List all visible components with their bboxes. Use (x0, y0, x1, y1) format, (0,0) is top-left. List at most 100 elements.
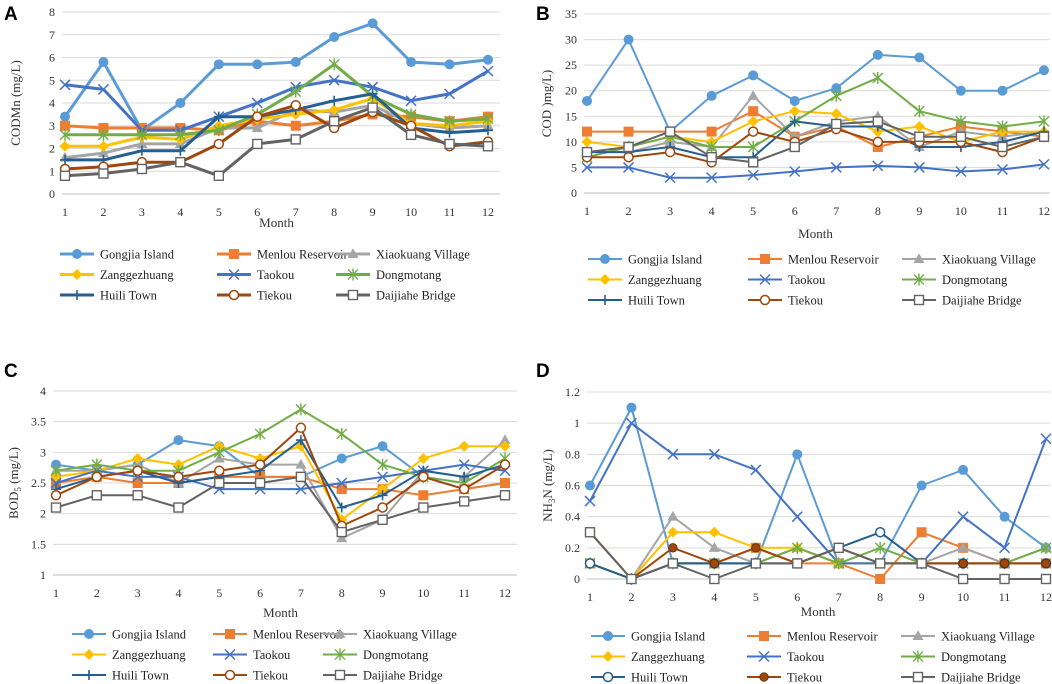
data-point-dongmotang (706, 140, 718, 153)
data-point-dongmotang (91, 458, 103, 471)
data-point-tiekou (214, 465, 225, 476)
data-point-daijiahe-bridge (175, 156, 186, 168)
legend-label-taokou: Taokou (787, 650, 825, 664)
data-point-huili-town (213, 111, 224, 122)
legend-marker-gongjia-island (84, 629, 94, 639)
legend-marker-taokou (228, 268, 240, 281)
legend-marker-gongjia-island (72, 249, 82, 259)
data-point-zanggezhuang (667, 526, 679, 538)
data-point-zanggezhuang (417, 452, 429, 464)
data-point-daijiahe-bridge (584, 527, 596, 538)
data-point-daijiahe-bridge (254, 477, 266, 489)
data-point-gongjia-island (336, 453, 347, 464)
data-point-zanggezhuang (747, 115, 759, 127)
data-point-taokou (625, 417, 637, 429)
data-point-taokou (458, 459, 470, 471)
data-point-xiaokuang-village (136, 138, 148, 148)
series-line-taokou (587, 163, 1045, 179)
data-point-taokou (791, 511, 803, 523)
panel-letter: C (4, 361, 18, 382)
data-point-gongjia-island (444, 59, 455, 70)
data-point-dongmotang (174, 128, 186, 141)
legend-marker-xiaokuang-village (913, 253, 925, 263)
y-tick-label: 2 (49, 142, 55, 156)
x-tick-label: 8 (339, 586, 345, 600)
y-axis-title-subscript: 5 (13, 487, 23, 492)
x-tick-label: 3 (135, 586, 141, 600)
series-group (59, 18, 494, 182)
y-tick-label: 15 (565, 109, 577, 123)
series-line-menlou-reservoir (55, 475, 506, 497)
y-gridlines: 0 1 2 3 4 5 6 7 8 (49, 5, 500, 201)
legend-label-taokou: Taokou (788, 273, 826, 287)
legend: Gongjia Island Menlou Reservoir Xiaokuang … (588, 253, 1036, 308)
series-line-menlou-reservoir (64, 112, 489, 132)
legend-marker-dongmotang (912, 650, 924, 663)
legend-label-gongjia-island: Gongjia Island (112, 628, 187, 642)
panel-letter: D (536, 361, 550, 382)
series-group (584, 402, 1052, 585)
legend-marker-huili-town (602, 671, 614, 683)
x-tick-label: 1 (53, 586, 59, 600)
data-point-menlou-reservoir (98, 123, 109, 134)
data-point-tiekou (958, 558, 968, 569)
x-axis-title: Month (801, 604, 836, 619)
legend-label-tiekou: Tiekou (788, 294, 824, 308)
x-tick-label: 12 (1038, 204, 1050, 218)
data-point-huili-town (336, 502, 347, 513)
data-point-taokou (667, 448, 679, 460)
series-line-menlou-reservoir (587, 110, 1045, 148)
y-axis-title: CODMn (mg/L) (8, 60, 23, 146)
series-line-dongmotang (586, 76, 1045, 159)
series-line-daijiahe-bridge (55, 475, 506, 534)
data-point-taokou (1038, 158, 1050, 170)
x-tick-label: 12 (499, 586, 511, 600)
legend-label-daijiahe-bridge: Daijiahe Bridge (942, 294, 1022, 308)
series-line-xiaokuang-village (587, 94, 1045, 154)
x-tick-labels: 1 2 3 4 5 6 7 8 9 10 11 12 (53, 586, 511, 600)
data-point-taokou (623, 161, 635, 173)
data-point-daijiahe-bridge (623, 141, 634, 153)
x-tick-label: 1 (584, 204, 590, 218)
data-point-taokou (295, 483, 307, 495)
legend-label-huili-town: Huili Town (112, 669, 170, 683)
data-point-dongmotang (830, 89, 842, 102)
data-point-daijiahe-bridge (581, 146, 593, 158)
data-point-taokou (377, 471, 389, 483)
legend-label-taokou: Taokou (257, 268, 295, 282)
data-point-daijiahe-bridge (499, 490, 511, 501)
data-point-daijiahe-bridge (955, 131, 967, 142)
data-point-dongmotang (482, 112, 494, 125)
data-point-taokou (708, 448, 720, 460)
data-point-huili-town (789, 116, 800, 127)
data-point-daijiahe-bridge (482, 141, 494, 152)
x-tick-label: 11 (444, 205, 456, 219)
data-point-taokou (581, 161, 593, 173)
data-point-taokou (405, 95, 417, 107)
data-point-tiekou (664, 146, 676, 158)
data-point-gongjia-island (483, 54, 493, 65)
data-point-zanggezhuang (913, 121, 925, 133)
data-point-huili-town (136, 145, 147, 156)
legend-marker-zanggezhuang (71, 269, 83, 280)
legend-label-menlou-reservoir: Menlou Reservoir (253, 628, 344, 642)
data-point-gongjia-island (997, 85, 1008, 96)
x-tick-label: 5 (750, 204, 756, 218)
data-point-xiaokuang-village (97, 147, 109, 158)
y-tick-label: 0 (574, 572, 580, 586)
data-point-daijiahe-bridge (458, 496, 470, 507)
legend-label-tiekou: Tiekou (787, 671, 823, 684)
data-point-taokou (706, 172, 718, 184)
legend-marker-taokou (758, 650, 770, 663)
data-point-dongmotang (1038, 115, 1050, 128)
data-point-dongmotang (213, 124, 225, 137)
data-point-dongmotang (336, 427, 348, 440)
legend-label-tiekou: Tiekou (253, 669, 289, 683)
series-line-zanggezhuang (65, 97, 489, 148)
legend-label-daijiahe-bridge: Daijiahe Bridge (941, 671, 1021, 684)
data-point-dongmotang (59, 128, 71, 141)
data-point-dongmotang (290, 85, 302, 98)
legend-marker-menlou-reservoir (225, 629, 235, 639)
legend: Gongjia Island Menlou Reservoir Xiaokuang … (591, 630, 1035, 684)
